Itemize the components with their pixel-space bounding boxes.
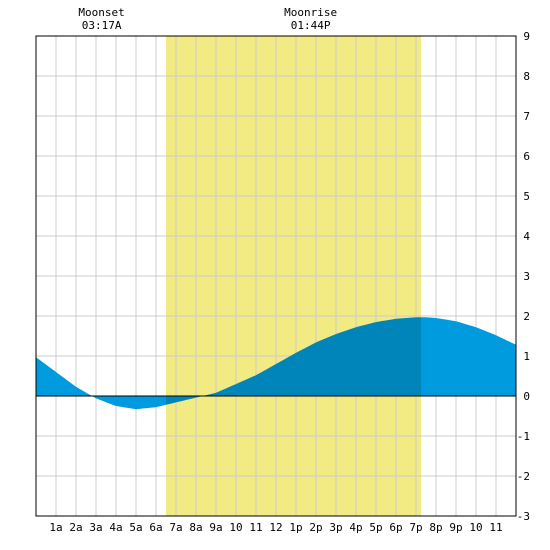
y-tick-label: -3: [517, 510, 530, 523]
y-tick-label: 8: [523, 70, 530, 83]
plot-frame: [35, 35, 517, 517]
y-tick-label: 2: [523, 310, 530, 323]
x-tick-label: 6p: [389, 521, 402, 534]
x-tick-label: 11: [489, 521, 502, 534]
x-tick-label: 1a: [49, 521, 62, 534]
x-tick-label: 2a: [69, 521, 82, 534]
x-tick-label: 4p: [349, 521, 362, 534]
x-tick-label: 3a: [89, 521, 102, 534]
x-tick-label: 10: [229, 521, 242, 534]
x-tick-label: 3p: [329, 521, 342, 534]
y-tick-label: 3: [523, 270, 530, 283]
x-tick-label: 7a: [169, 521, 182, 534]
y-tick-label: 9: [523, 30, 530, 43]
moon-event-time: 01:44P: [291, 19, 331, 32]
x-tick-label: 7p: [409, 521, 422, 534]
y-tick-label: 1: [523, 350, 530, 363]
x-tick-label: 5a: [129, 521, 142, 534]
tide-area-day: [166, 317, 421, 405]
y-tick-label: 4: [523, 230, 530, 243]
x-tick-label: 12: [269, 521, 282, 534]
x-tick-label: 11: [249, 521, 262, 534]
moon-event-label: Moonset: [78, 6, 124, 19]
y-tick-label: 5: [523, 190, 530, 203]
y-tick-label: 0: [523, 390, 530, 403]
x-tick-label: 8p: [429, 521, 442, 534]
x-tick-label: 8a: [189, 521, 202, 534]
x-tick-label: 4a: [109, 521, 122, 534]
x-tick-label: 1p: [289, 521, 302, 534]
x-tick-label: 9a: [209, 521, 222, 534]
x-tick-label: 10: [469, 521, 482, 534]
x-tick-label: 5p: [369, 521, 382, 534]
y-tick-label: -1: [517, 430, 530, 443]
y-tick-label: 7: [523, 110, 530, 123]
x-tick-label: 9p: [449, 521, 462, 534]
y-tick-label: 6: [523, 150, 530, 163]
x-tick-label: 2p: [309, 521, 322, 534]
tide-area-night-late: [421, 317, 516, 396]
moon-event-time: 03:17A: [82, 19, 122, 32]
y-tick-label: -2: [517, 470, 530, 483]
x-tick-label: 6a: [149, 521, 162, 534]
moon-event-label: Moonrise: [284, 6, 337, 19]
